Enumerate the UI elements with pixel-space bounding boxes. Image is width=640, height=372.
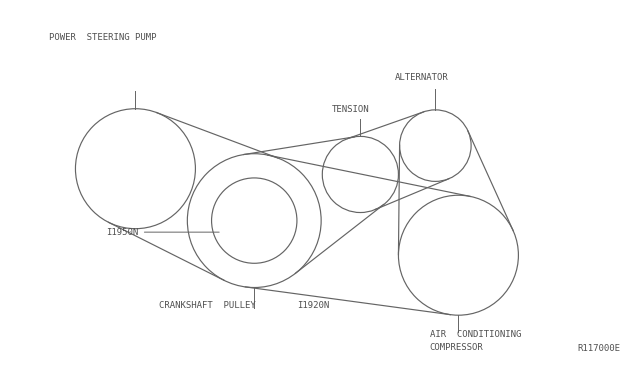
Text: POWER  STEERING PUMP: POWER STEERING PUMP [49,33,156,42]
Text: R117000E: R117000E [577,344,620,353]
Text: CRANKSHAFT  PULLEY: CRANKSHAFT PULLEY [159,301,255,310]
Text: TENSION: TENSION [332,106,369,115]
Text: I1920N: I1920N [297,301,329,310]
Text: I1950N: I1950N [107,228,219,237]
Text: AIR  CONDITIONING
COMPRESSOR: AIR CONDITIONING COMPRESSOR [429,330,521,352]
Text: ALTERNATOR: ALTERNATOR [395,73,449,82]
